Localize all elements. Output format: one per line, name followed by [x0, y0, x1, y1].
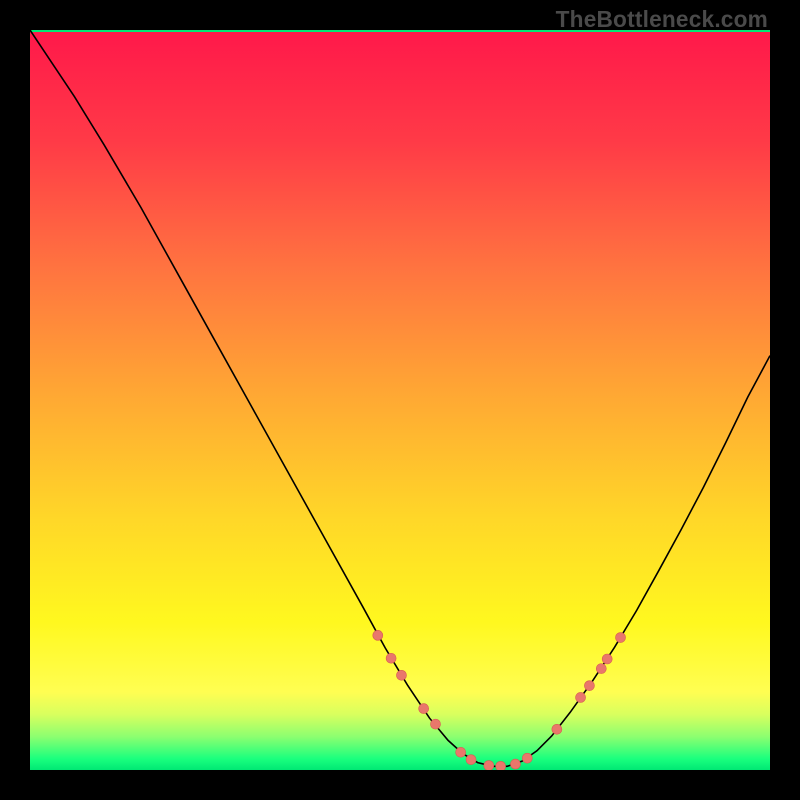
watermark-text: TheBottleneck.com [556, 6, 768, 33]
marker-dot [386, 653, 396, 663]
marker-dot [596, 664, 606, 674]
marker-dot [616, 633, 626, 643]
marker-dot [584, 681, 594, 691]
marker-dot [576, 692, 586, 702]
marker-dot [522, 753, 532, 763]
marker-dot [466, 755, 476, 765]
marker-dot [431, 719, 441, 729]
marker-dot [456, 747, 466, 757]
curve-layer [30, 30, 770, 770]
marker-group [373, 630, 626, 770]
marker-dot [510, 759, 520, 769]
marker-dot [602, 654, 612, 664]
chart-area [30, 30, 770, 770]
marker-dot [396, 670, 406, 680]
marker-dot [552, 724, 562, 734]
bottleneck-curve [30, 30, 770, 766]
marker-dot [419, 704, 429, 714]
marker-dot [484, 761, 494, 770]
marker-dot [373, 630, 383, 640]
marker-dot [496, 761, 506, 770]
image-frame: TheBottleneck.com [0, 0, 800, 800]
